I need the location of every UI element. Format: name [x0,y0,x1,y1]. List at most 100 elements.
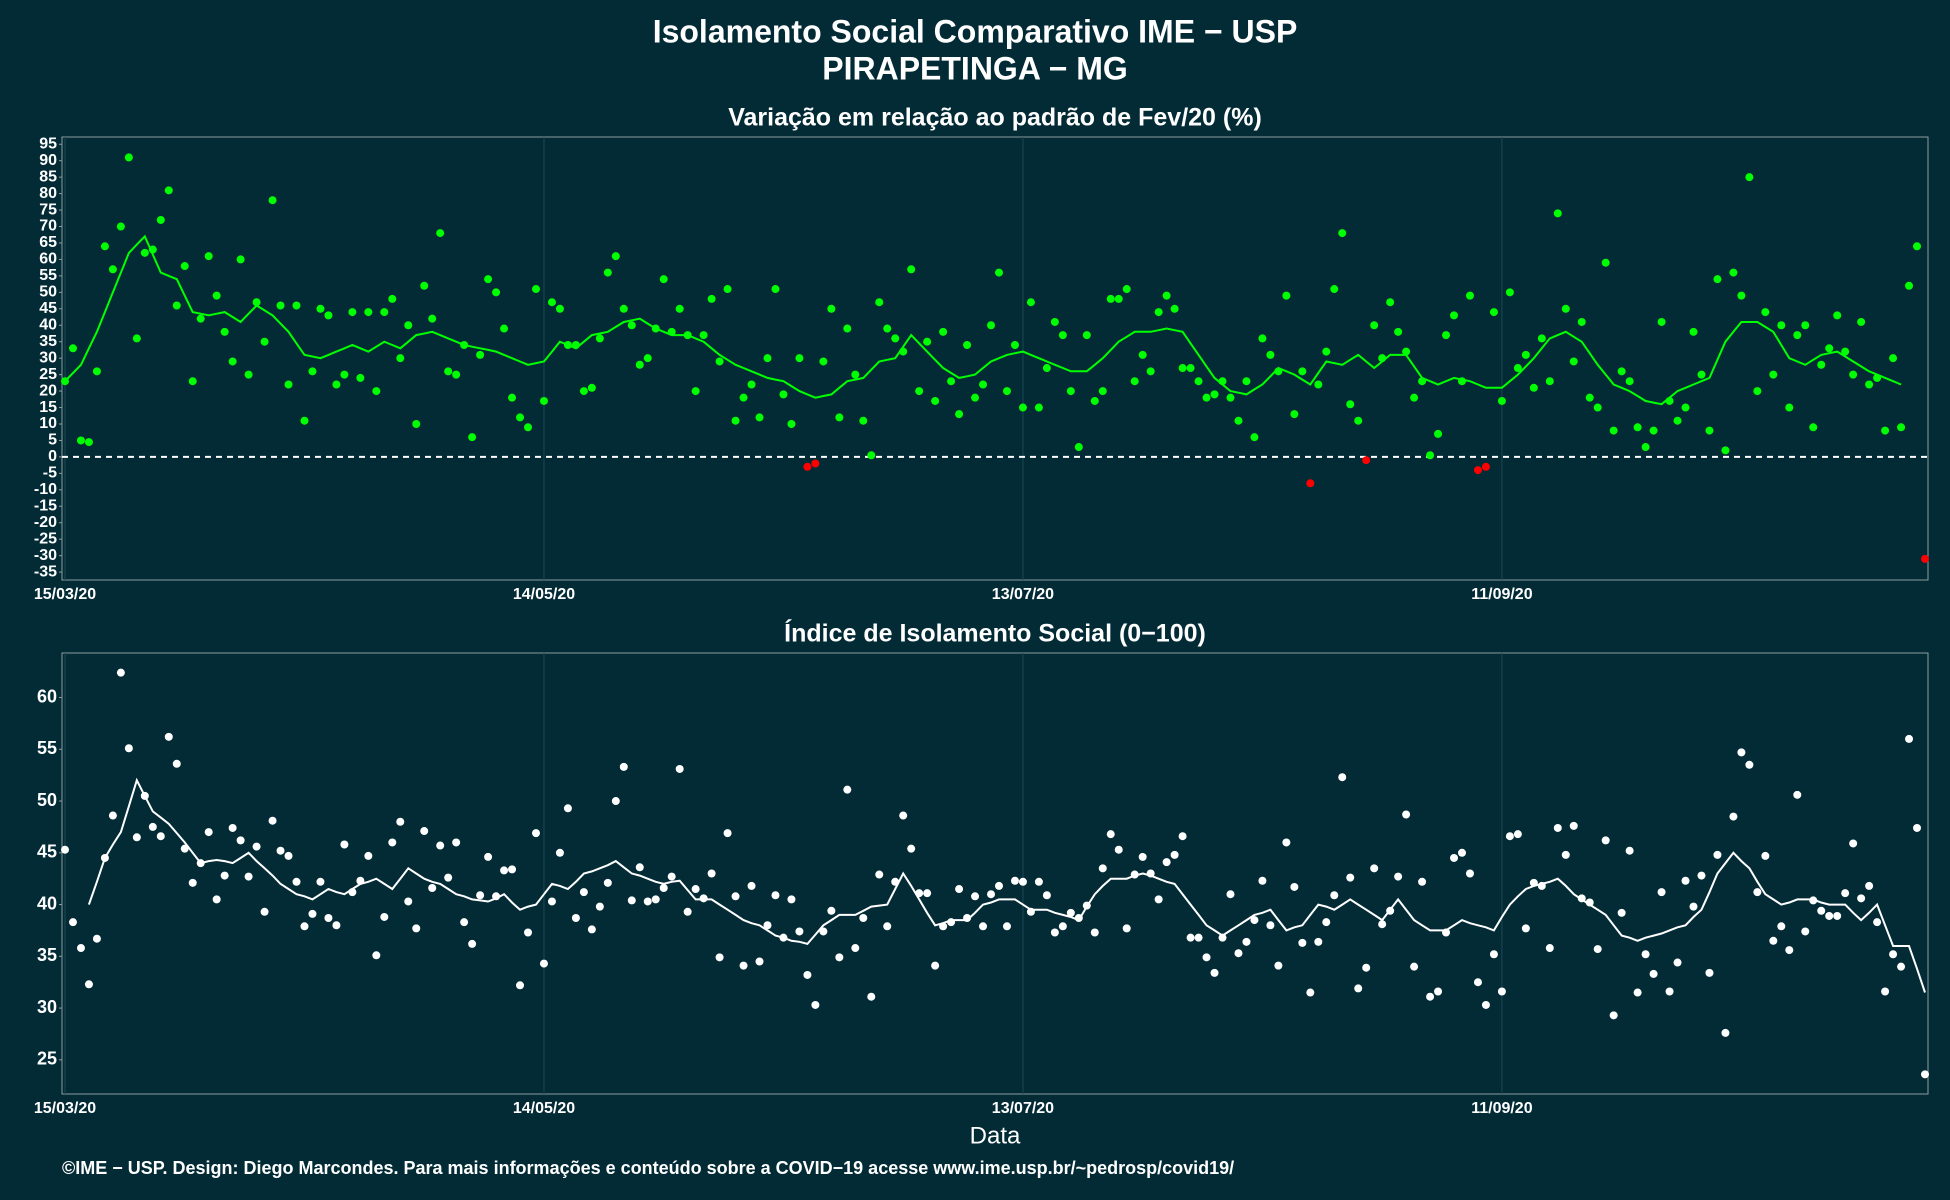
data-point [524,928,533,937]
y-tick-label: 75 [39,201,57,218]
data-point [1737,291,1746,300]
panel-title: Variação em relação ao padrão de Fev/20 … [728,104,1262,132]
data-point [1114,845,1123,854]
data-point [356,373,365,382]
data-point [268,816,277,825]
data-point [731,416,740,425]
data-point [332,921,341,930]
data-point [444,873,453,882]
data-point [212,291,221,300]
data-point [939,922,948,931]
data-point [340,840,349,849]
data-point [116,668,125,677]
data-point [787,419,796,428]
data-point [827,906,836,915]
data-point [172,759,181,768]
data-point [843,785,852,794]
data-point [1641,950,1650,959]
data-point [707,869,716,878]
data-point [84,438,93,447]
data-point [1513,364,1522,373]
data-point [324,311,333,320]
data-point [1234,949,1243,958]
data-point [595,334,604,343]
data-point [1897,962,1906,971]
data-point [1074,443,1083,452]
data-point [412,924,421,933]
data-point [899,811,908,820]
data-point [763,354,772,363]
data-point [971,393,980,402]
data-point [492,892,501,901]
data-point [1274,961,1283,970]
data-point [1266,921,1275,930]
data-point [1921,1070,1929,1079]
y-tick-label: 50 [37,790,57,810]
data-point [380,912,389,921]
data-point [1018,877,1027,886]
data-point [244,872,253,881]
data-point [1330,891,1339,900]
data-point [452,370,461,379]
data-point [1226,393,1235,402]
data-point [1825,911,1834,920]
data-point [420,827,429,836]
data-point [1338,773,1347,782]
data-point [1657,317,1666,326]
x-tick-label: 14/05/20 [513,1100,575,1117]
data-point [1114,294,1123,303]
data-point [1545,377,1554,386]
data-point [827,304,836,313]
data-point [1537,334,1546,343]
data-point [188,377,197,386]
data-point [547,298,556,307]
data-point [204,252,213,261]
data-point [148,822,157,831]
panel [61,652,1929,1095]
footer: ©IME − USP. Design: Diego Marcondes. Par… [62,1158,1234,1178]
data-point [1625,377,1634,386]
y-tick-label: 40 [39,316,57,333]
data-point [1489,308,1498,317]
data-point [555,304,564,313]
panel-title: Índice de Isolamento Social (0−100) [784,619,1206,648]
data-point [1753,888,1762,897]
data-point [1649,426,1658,435]
data-point [204,828,213,837]
y-tick-label: -10 [34,481,57,498]
data-point [364,308,373,317]
y-tick-label: 45 [37,842,57,862]
data-point [1002,387,1011,396]
data-point [1521,350,1530,359]
data-point [563,341,572,350]
y-tick-label: 5 [48,432,57,449]
y-tick-label: 30 [37,997,57,1017]
data-point [587,925,596,934]
data-point [1002,922,1011,931]
data-point [715,953,724,962]
data-point [1026,907,1035,916]
data-point [771,891,780,900]
data-point [731,892,740,901]
x-tick-label: 13/07/20 [992,586,1054,603]
data-point [1505,288,1514,297]
data-point [476,350,485,359]
data-point [108,265,117,274]
data-point [1330,285,1339,294]
data-point [803,462,812,471]
data-point [372,387,381,396]
data-point [260,337,269,346]
data-point [284,380,293,389]
data-point [156,832,165,841]
data-point [1178,832,1187,841]
data-point [931,396,940,405]
data-point [1298,367,1307,376]
data-point [476,891,485,900]
data-point [1090,928,1099,937]
data-point [747,380,756,389]
data-point [899,347,908,356]
data-point [539,959,548,968]
data-point [332,380,341,389]
x-axis-label: Data [970,1122,1021,1149]
